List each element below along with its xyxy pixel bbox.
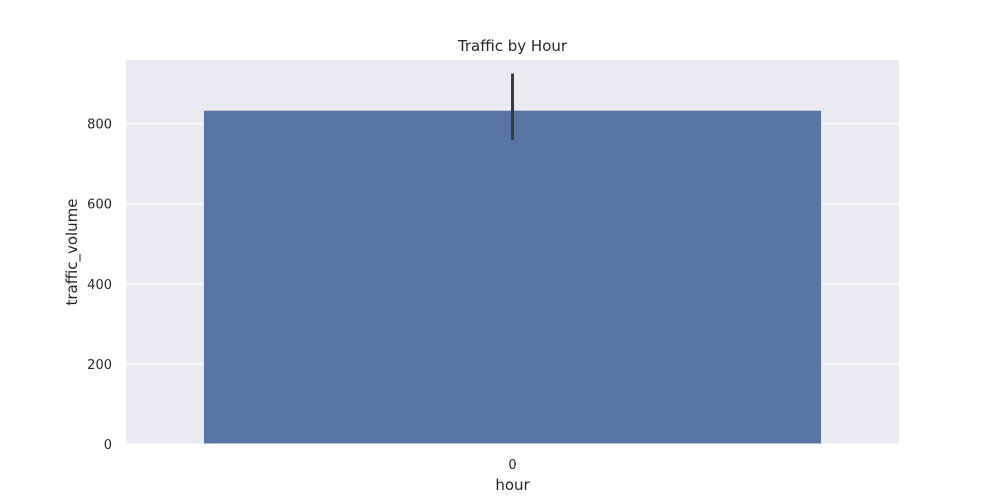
x-tick-labels: 0: [508, 458, 516, 473]
y-tick-label: 0: [104, 438, 112, 453]
chart-title: Traffic by Hour: [457, 37, 568, 55]
bars: [202, 109, 823, 445]
y-tick-label: 800: [87, 118, 112, 133]
x-axis-label: hour: [495, 476, 530, 494]
y-tick-label: 200: [87, 358, 112, 373]
y-tick-label: 600: [87, 198, 112, 213]
y-axis-label: traffic_volume: [63, 198, 82, 305]
y-tick-labels: 0 200 400 600 800: [87, 118, 112, 453]
x-tick-label: 0: [508, 458, 516, 473]
y-tick-label: 400: [87, 278, 112, 293]
bar: [202, 109, 823, 445]
